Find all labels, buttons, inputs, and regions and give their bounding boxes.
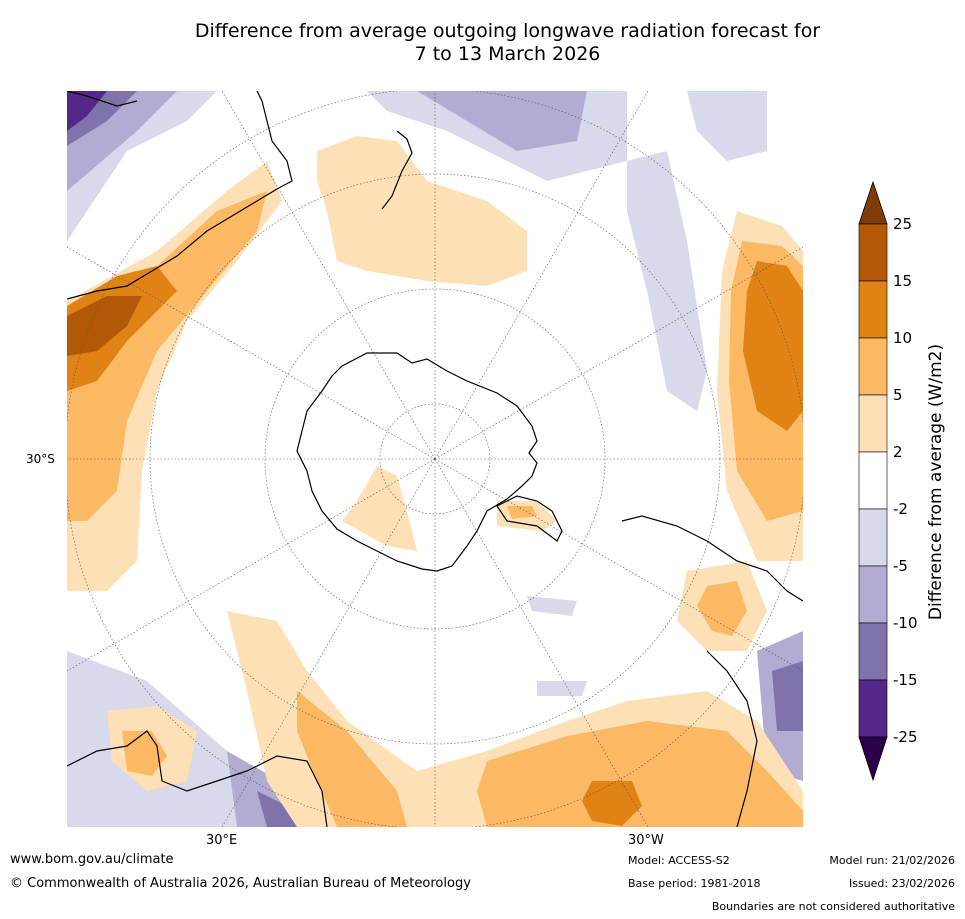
coastline-new-zealand <box>381 130 413 210</box>
graticule-parallel-60s <box>264 288 606 630</box>
colorbar-bin-m2-m5 <box>858 508 888 567</box>
footer-copyright: © Commonwealth of Australia 2026, Austra… <box>10 876 471 891</box>
map-title-line2: 7 to 13 March 2026 <box>414 43 601 65</box>
anomaly-positive-south-peak <box>582 781 642 826</box>
colorbar-tick-m5: -5 <box>893 557 908 575</box>
graticule-meridian-60w <box>434 458 803 672</box>
footer-base-period: Base period: 1981-2018 <box>628 877 761 890</box>
coastline-southern-africa-east <box>706 650 758 827</box>
colorbar-tick-m15: -15 <box>893 671 918 689</box>
footer-model-run: Model run: 21/02/2026 <box>829 854 955 867</box>
anomaly-positive-southwest-patch-core <box>122 731 167 776</box>
anomaly-positive-antarctic-2-core <box>507 506 537 519</box>
anomaly-negative-southeast-strong <box>772 661 803 731</box>
anomaly-negative-ne-band <box>627 151 707 411</box>
colorbar-tick-25: 25 <box>893 215 913 233</box>
colorbar-tick-10: 10 <box>893 329 913 347</box>
anomaly-positive-east-strong <box>743 261 803 431</box>
polar-map <box>67 91 803 827</box>
anomaly-positive-south-east-core <box>477 721 803 827</box>
colorbar-bin-m15-m25 <box>858 679 888 738</box>
colorbar <box>858 180 888 782</box>
coastline-africa <box>67 730 328 827</box>
colorbar-tick-m10: -10 <box>893 614 918 632</box>
anomaly-positive-south-core <box>297 691 407 827</box>
polar-map-svg <box>67 91 803 827</box>
lat-label-30s: 30°S <box>26 452 55 466</box>
anomaly-negative-ne-top <box>687 91 767 161</box>
colorbar-tick-15: 15 <box>893 272 913 290</box>
colorbar-tick-m2: -2 <box>893 500 908 518</box>
colorbar-bin-neutral <box>858 451 888 510</box>
colorbar-tick-5: 5 <box>893 386 903 404</box>
colorbar-tick-2: 2 <box>893 443 903 461</box>
footer-website: www.bom.gov.au/climate <box>10 852 174 867</box>
graticule-meridian-30w <box>434 458 649 827</box>
colorbar-bin-m5-m10 <box>858 565 888 624</box>
footer-issued: Issued: 23/02/2026 <box>848 877 955 890</box>
anomaly-negative-patch-1 <box>527 596 577 616</box>
footer-model: Model: ACCESS-S2 <box>628 854 730 867</box>
graticule-meridian-120e <box>67 246 436 460</box>
anomaly-negative-north-mid <box>417 91 587 151</box>
colorbar-under-triangle <box>858 736 888 782</box>
colorbar-title: Difference from average (W/m2) <box>926 343 946 621</box>
map-title: Difference from average outgoing longwav… <box>30 20 965 66</box>
coastline-australia <box>67 91 293 300</box>
map-title-line1: Difference from average outgoing longwav… <box>194 20 821 42</box>
anomaly-negative-nw-core <box>67 91 107 131</box>
anomaly-fields <box>67 91 803 827</box>
coastline-antarctica <box>296 352 538 572</box>
footer-disclaimer: Boundaries are not considered authoritat… <box>711 900 955 913</box>
lon-label-30w: 30°W <box>628 833 664 848</box>
anomaly-positive-north-pacific <box>317 136 527 286</box>
coastline-south-america <box>621 515 803 602</box>
graticule-meridian-150w <box>434 91 649 460</box>
colorbar-bin-15-25 <box>858 223 888 282</box>
coastline-antarctic-peninsula <box>496 495 563 542</box>
colorbar-bin-10-15 <box>858 280 888 339</box>
anomaly-positive-west-peak <box>67 296 142 356</box>
colorbar-over-triangle <box>858 180 888 225</box>
anomaly-positive-antarctic-1 <box>342 466 417 551</box>
coastlines <box>67 91 803 827</box>
lon-label-30e: 30°E <box>206 833 238 848</box>
colorbar-tick-m25: -25 <box>893 728 918 746</box>
graticule-meridian-60e <box>67 458 436 672</box>
colorbar-bin-2-5 <box>858 394 888 453</box>
anomaly-positive-west-band <box>67 161 282 591</box>
anomaly-positive-west-core <box>67 191 267 521</box>
anomaly-negative-patch-2 <box>537 681 587 696</box>
graticule-meridian-120w <box>434 246 803 460</box>
graticule-parallel-75s <box>379 403 491 515</box>
colorbar-bin-m10-m15 <box>858 622 888 681</box>
colorbar-bin-5-10 <box>858 337 888 396</box>
graticule-meridian-150e <box>221 91 436 460</box>
anomaly-positive-southeast-core <box>697 581 747 636</box>
coastline-australia-north <box>67 91 138 107</box>
